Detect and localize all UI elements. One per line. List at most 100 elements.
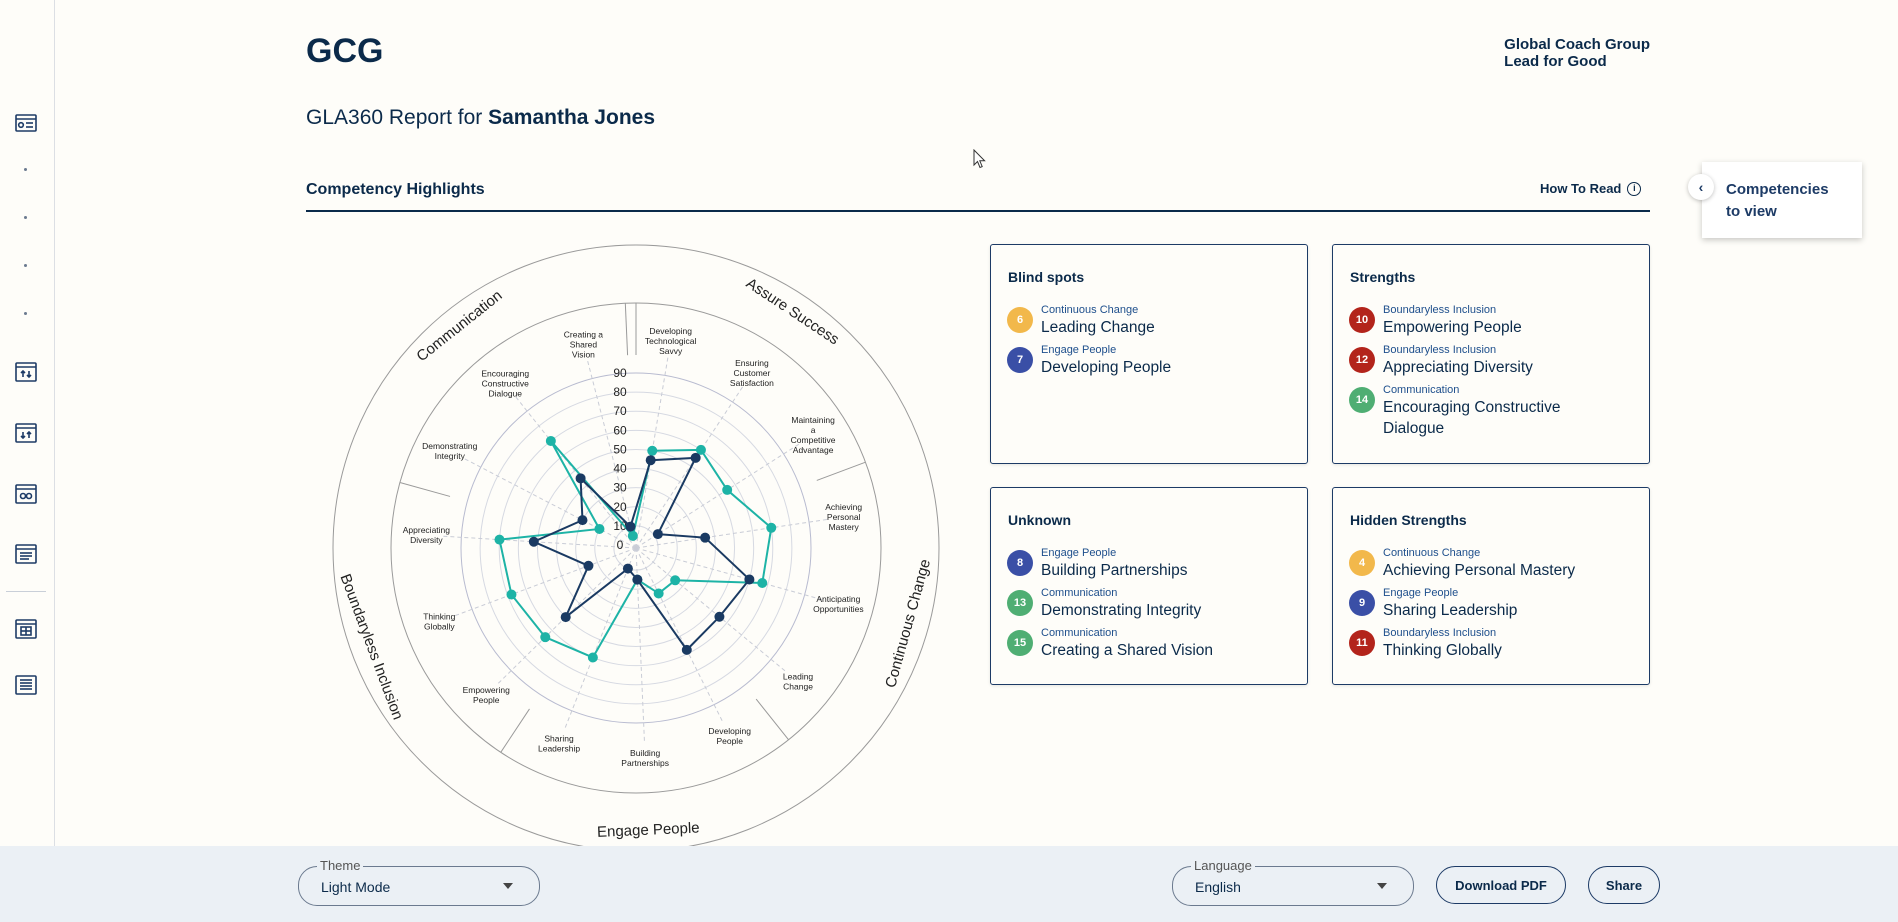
language-label: Language xyxy=(1191,858,1255,873)
competency-name: Creating a Shared Vision xyxy=(1041,642,1214,659)
competency-number-badge: 6 xyxy=(1007,307,1033,333)
radar-spoke xyxy=(564,547,637,728)
radar-tick-label: 0 xyxy=(617,538,624,552)
how-to-read-label: How To Read xyxy=(1540,181,1622,196)
sidebar-nav xyxy=(0,0,55,846)
radar-data-point xyxy=(494,534,505,545)
radar-group-divider xyxy=(755,698,789,741)
radar-category-label: Anticipating Opportunities xyxy=(813,594,864,614)
competency-category: Continuous Change xyxy=(1041,304,1139,316)
radar-category-label: Developing People xyxy=(708,726,751,746)
radar-data-point xyxy=(744,574,755,585)
blind-spots-card: Blind spots 6 Continuous Change Leading Cha… xyxy=(990,244,1308,464)
competency-number-badge: 12 xyxy=(1349,347,1375,373)
competency-number-badge: 9 xyxy=(1349,590,1375,616)
radar-spoke xyxy=(635,386,743,549)
competency-name: Leading Change xyxy=(1041,319,1155,336)
radar-data-point xyxy=(587,652,598,663)
nav-dot[interactable] xyxy=(24,264,27,267)
competency-number-badge: 14 xyxy=(1349,387,1375,413)
nav-dot[interactable] xyxy=(24,312,27,315)
radar-data-point xyxy=(632,574,643,585)
radar-data-point xyxy=(506,589,517,600)
radar-category-label: Encouraging Constructive Dialogue xyxy=(481,369,529,399)
competency-number-badge: 8 xyxy=(1007,550,1033,576)
theme-value: Light Mode xyxy=(321,879,391,895)
unknown-card: Unknown 8 Engage People Building Partnershi… xyxy=(990,487,1308,685)
radar-group-label: Continuous Change xyxy=(882,557,934,689)
radar-tick-label: 70 xyxy=(613,404,627,418)
radar-data-point xyxy=(583,560,594,571)
dashboard-icon[interactable] xyxy=(14,111,38,135)
radar-data-point xyxy=(695,444,706,455)
radar-data-point xyxy=(757,578,768,589)
caret-down-icon xyxy=(1377,883,1387,889)
radar-data-point xyxy=(690,452,701,463)
language-select[interactable]: Language English xyxy=(1172,858,1414,906)
radar-category-label: Appreciating Diversity xyxy=(403,525,451,545)
hidden-strengths-card: Hidden Strengths 4 Continuous Change Achiev… xyxy=(1332,487,1650,685)
competency-radar-chart: 0 10 20 30 40 50 60 70 80 90 Developing Technologic… xyxy=(332,244,940,846)
competency-category: Engage People xyxy=(1041,344,1117,356)
infinity-chart-icon[interactable] xyxy=(14,482,38,506)
competency-name: Demonstrating Integrity xyxy=(1041,602,1202,619)
share-button[interactable]: Share xyxy=(1588,866,1660,904)
competency-number-badge: 13 xyxy=(1007,590,1033,616)
radar-series-line xyxy=(498,440,773,659)
list-report-icon[interactable] xyxy=(14,542,38,566)
download-chart-icon[interactable] xyxy=(14,421,38,445)
stacked-list-icon[interactable] xyxy=(14,673,38,697)
competency-category: Engage People xyxy=(1041,547,1117,559)
nav-dot[interactable] xyxy=(24,168,27,171)
radar-group-divider xyxy=(624,303,629,356)
mouse-cursor-icon xyxy=(973,149,986,169)
radar-group-label: Engage People xyxy=(597,819,700,840)
radar-spoke xyxy=(443,535,637,549)
radar-category-label: Leading Change xyxy=(783,672,814,692)
radar-tick-label: 30 xyxy=(613,481,627,495)
download-pdf-button[interactable]: Download PDF xyxy=(1436,866,1566,904)
radar-tick-label: 20 xyxy=(613,500,627,514)
competency-category: Boundaryless Inclusion xyxy=(1383,304,1497,316)
radar-grid-ring xyxy=(536,448,736,648)
radar-category-label: Sharing Leadership xyxy=(538,733,580,753)
chevron-left-icon[interactable]: ‹ xyxy=(1688,174,1714,200)
radar-group-label: Assure Success xyxy=(743,275,842,349)
radar-grid-ring xyxy=(517,429,755,667)
radar-category-label: Thinking Globally xyxy=(423,612,455,632)
nav-dot[interactable] xyxy=(24,216,27,219)
competency-category: Boundaryless Inclusion xyxy=(1383,344,1497,356)
competencies-to-view-label: Competencies to view xyxy=(1726,181,1829,220)
section-divider xyxy=(306,210,1650,212)
competency-number-badge: 10 xyxy=(1349,307,1375,333)
brand-tagline: Lead for Good xyxy=(1504,53,1607,70)
radar-category-label: Achieving Personal Mastery xyxy=(825,502,862,532)
theme-select[interactable]: Theme Light Mode xyxy=(298,858,540,906)
radar-grid-ring xyxy=(575,487,697,609)
table-grid-icon[interactable] xyxy=(14,617,38,641)
radar-data-point xyxy=(540,632,551,643)
radar-data-point xyxy=(766,522,777,533)
competencies-to-view-panel[interactable]: Competencies to view xyxy=(1702,162,1862,238)
competency-category: Communication xyxy=(1383,384,1460,396)
radar-data-point xyxy=(652,529,663,540)
page-title: GLA360 Report for Samantha Jones xyxy=(306,106,655,130)
radar-grid-ring xyxy=(479,391,793,705)
radar-data-point xyxy=(714,611,725,622)
competency-item: 10 Boundaryless Inclusion Empowering Peopl… xyxy=(1349,304,1522,338)
gcg-logo: GCG xyxy=(306,32,384,70)
radar-category-label: Building Partnerships xyxy=(621,748,669,768)
radar-spoke xyxy=(455,547,637,617)
radar-data-point xyxy=(577,515,588,526)
how-to-read-link[interactable]: How To Read i xyxy=(1540,181,1642,196)
radar-data-point xyxy=(681,644,692,655)
radar-group-label: Communication xyxy=(413,287,505,365)
radar-data-point xyxy=(627,530,638,541)
competency-name: Encouraging Constructive Dialogue xyxy=(1383,399,1561,437)
theme-label: Theme xyxy=(317,858,364,873)
radar-spoke xyxy=(635,547,723,721)
competency-name: Empowering People xyxy=(1383,319,1522,336)
competency-item: 15 Communication Creating a Shared Vision xyxy=(1007,627,1213,661)
radar-tick-label: 90 xyxy=(613,366,627,380)
upload-chart-icon[interactable] xyxy=(14,360,38,384)
